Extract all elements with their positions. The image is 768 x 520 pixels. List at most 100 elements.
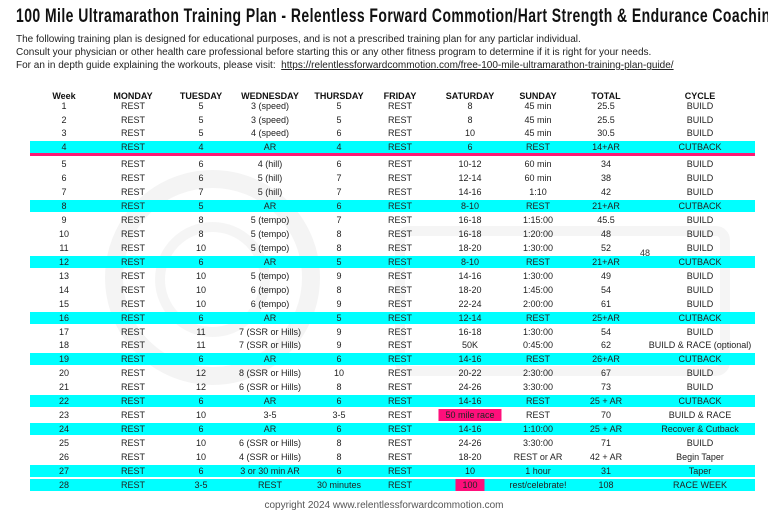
cell-tuesday: 6 (198, 424, 204, 434)
cell-cycle: BUILD (686, 128, 714, 138)
cell-sunday: 1 hour (525, 466, 551, 476)
cell-tuesday: 5 (198, 201, 204, 211)
cell-monday: REST (120, 115, 146, 125)
cell-wednesday: AR (263, 424, 277, 434)
cell-saturday: 10 (464, 128, 476, 138)
cell-week: 12 (58, 257, 70, 267)
cell-thursday: 9 (336, 299, 342, 309)
cell-tuesday: 6 (198, 354, 204, 364)
cell-monday: REST (120, 466, 146, 476)
cell-total: 73 (600, 382, 612, 392)
cell-friday: REST (387, 424, 413, 434)
cell-tuesday: 5 (198, 115, 204, 125)
cell-week: 19 (58, 354, 70, 364)
cell-wednesday: 4 (hill) (257, 159, 283, 169)
cell-thursday: 7 (336, 173, 342, 183)
cell-saturday: 16-18 (458, 215, 482, 225)
cell-monday: REST (120, 159, 146, 169)
cell-wednesday: AR (263, 354, 277, 364)
cell-week: 2 (61, 115, 67, 125)
cell-sunday: 2:00:00 (522, 299, 554, 309)
cell-wednesday: WEDNESDAY (241, 91, 299, 101)
cell-friday: REST (387, 396, 413, 406)
table-row: 7 REST 7 5 (hill) 7 REST 14-16 1:10 42 BUILD (30, 186, 755, 198)
cell-tuesday: 11 (196, 340, 206, 350)
cell-week: 14 (58, 285, 70, 295)
cell-friday: REST (387, 285, 413, 295)
cell-cycle: CUTBACK (678, 313, 722, 323)
cell-sunday: REST (525, 201, 551, 211)
table-row: 19 REST 6 AR 6 REST 14-16 REST 26+AR CUTBACK (30, 353, 755, 365)
cell-wednesday: 5 (hill) (257, 173, 283, 183)
cell-saturday: 16-18 (458, 229, 482, 239)
cell-monday: REST (120, 271, 146, 281)
cell-cycle: Taper (688, 466, 712, 476)
cell-cycle: BUILD (686, 382, 714, 392)
cell-tuesday: 6 (198, 173, 204, 183)
table-row: 18 REST 11 7 (SSR or Hills) 9 REST 50K 0:45:00 6… (30, 339, 755, 351)
cell-friday: REST (387, 243, 413, 253)
cell-thursday: 5 (336, 115, 342, 125)
cell-cycle: CUTBACK (678, 257, 722, 267)
cell-monday: REST (120, 438, 146, 448)
cell-week: 15 (58, 299, 70, 309)
cell-saturday: 24-26 (458, 382, 482, 392)
cell-saturday: SATURDAY (445, 91, 495, 101)
cell-total: 25+AR (592, 313, 620, 323)
cell-week: 27 (58, 466, 70, 476)
cell-friday: REST (387, 257, 413, 267)
cell-week: 10 (58, 229, 70, 239)
cell-thursday: 10 (333, 368, 345, 378)
cell-total: 48 (600, 229, 612, 239)
table-row: 26 REST 10 4 (SSR or Hills) 8 REST 18-20 REST o… (30, 451, 755, 463)
cell-wednesday: 6 (tempo) (250, 285, 290, 295)
cell-week: 11 (59, 243, 69, 253)
cell-total: 49 (600, 271, 612, 281)
cell-wednesday: 3 (speed) (250, 101, 290, 111)
cell-friday: REST (387, 187, 413, 197)
cell-thursday: 4 (336, 142, 342, 152)
guide-link[interactable]: https://relentlessforwardcommotion.com/f… (281, 60, 674, 71)
cell-friday: REST (387, 142, 413, 152)
cell-wednesday: 7 (SSR or Hills) (238, 327, 302, 337)
cell-tuesday: 8 (198, 215, 204, 225)
table-row: 11 REST 10 5 (tempo) 8 REST 18-20 1:30:00 52 BUIL… (30, 242, 755, 254)
cell-thursday: 9 (336, 327, 342, 337)
cell-cycle: CUTBACK (678, 201, 722, 211)
cell-thursday: 6 (336, 159, 342, 169)
cell-sunday: SUNDAY (519, 91, 557, 101)
cell-cycle: BUILD (686, 101, 714, 111)
guide-line: For an in depth guide explaining the wor… (16, 60, 674, 71)
race-cell: 50 mile race (438, 409, 502, 421)
cell-saturday: 12-14 (458, 173, 482, 183)
cell-tuesday: 5 (198, 101, 204, 111)
cell-thursday: 6 (336, 396, 342, 406)
cell-monday: REST (120, 243, 146, 253)
cell-cycle: BUILD (686, 271, 714, 281)
cell-monday: REST (120, 313, 146, 323)
cell-saturday: 10-12 (458, 159, 482, 169)
cell-cycle: CYCLE (684, 91, 716, 101)
cell-week: 24 (58, 424, 70, 434)
cell-week: 1 (61, 101, 67, 111)
cell-sunday: 1:45:00 (522, 285, 554, 295)
cell-saturday: 8-10 (460, 257, 480, 267)
cell-monday: REST (120, 285, 146, 295)
cell-cycle: BUILD (686, 159, 714, 169)
cell-wednesday: 3-5 (263, 410, 277, 420)
cell-friday: REST (387, 438, 413, 448)
cell-monday: REST (120, 396, 146, 406)
cell-tuesday: 4 (198, 142, 204, 152)
cell-thursday: THURSDAY (314, 91, 364, 101)
cell-saturday: 24-26 (458, 438, 482, 448)
cell-thursday: 7 (336, 187, 342, 197)
cell-monday: REST (120, 368, 146, 378)
cell-monday: MONDAY (113, 91, 153, 101)
cell-monday: REST (120, 424, 146, 434)
cell-wednesday: 8 (SSR or Hills) (238, 368, 302, 378)
cell-tuesday: 10 (195, 299, 207, 309)
disclaimer-line-1: The following training plan is designed … (16, 34, 581, 45)
cell-sunday: 3:30:00 (522, 382, 554, 392)
cell-cycle: BUILD (686, 438, 714, 448)
cell-saturday: 50K (461, 340, 479, 350)
